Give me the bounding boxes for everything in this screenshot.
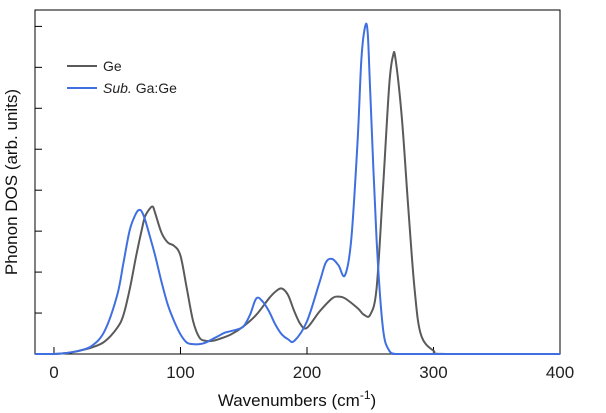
x-axis-ticks: 0 100 200 300 400	[49, 347, 574, 382]
legend-label-rest: Ga:Ge	[132, 80, 177, 96]
x-axis-title-superscript: -1	[360, 388, 371, 402]
y-axis-title: Phonon DOS (arb. units)	[2, 89, 21, 275]
y-axis-ticks	[35, 25, 42, 314]
x-tick-label: 100	[166, 363, 194, 382]
x-tick-label: 200	[293, 363, 321, 382]
x-tick-label: 400	[546, 363, 574, 382]
x-tick-label: 0	[49, 363, 58, 382]
plot-frame	[34, 9, 561, 355]
legend-label-italic: Sub.	[103, 80, 132, 96]
series-layer	[34, 22, 560, 356]
x-axis-title-close: )	[371, 391, 377, 410]
series-line-sub-ga-ge	[34, 22, 560, 356]
legend: Ge Sub. Ga:Ge	[67, 58, 177, 96]
x-tick-label: 300	[419, 363, 447, 382]
legend-label-ge: Ge	[103, 58, 122, 74]
x-axis-title-main: Wavenumbers (cm	[218, 391, 360, 410]
series-line-ge	[34, 50, 560, 356]
legend-label-sub-ga-ge: Sub. Ga:Ge	[103, 80, 177, 96]
x-axis-title: Wavenumbers (cm-1)	[218, 388, 376, 410]
